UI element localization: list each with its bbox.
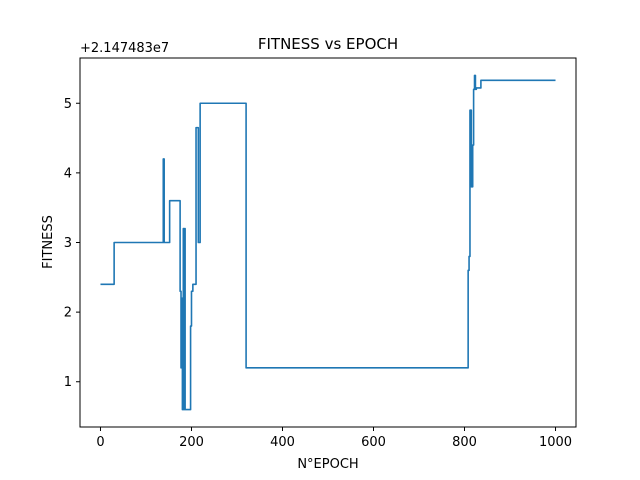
- y-tick-label: 5: [64, 97, 72, 112]
- x-axis-label: N°EPOCH: [297, 457, 358, 472]
- plot-layer: [100, 74, 556, 411]
- x-tick-label: 800: [452, 435, 477, 450]
- x-tick-label: 600: [361, 435, 386, 450]
- y-tick-label: 3: [64, 236, 72, 251]
- y-offset-label: +2.147483e7: [80, 41, 169, 56]
- x-tick-label: 400: [270, 435, 295, 450]
- y-tick-label: 1: [64, 375, 72, 390]
- chart-title: FITNESS vs EPOCH: [258, 35, 398, 53]
- ticks-layer: 0 200 400 600 800 1000 1 2 3 4 5: [64, 97, 572, 450]
- y-axis-label: FITNESS: [41, 215, 56, 269]
- y-tick-label: 2: [64, 306, 72, 321]
- x-tick-label: 200: [179, 435, 204, 450]
- fitness-series-line: [100, 74, 556, 411]
- y-tick-label: 4: [64, 166, 72, 181]
- x-tick-label: 0: [96, 435, 104, 450]
- plot-frame: [79, 57, 577, 428]
- x-tick-label: 1000: [539, 435, 572, 450]
